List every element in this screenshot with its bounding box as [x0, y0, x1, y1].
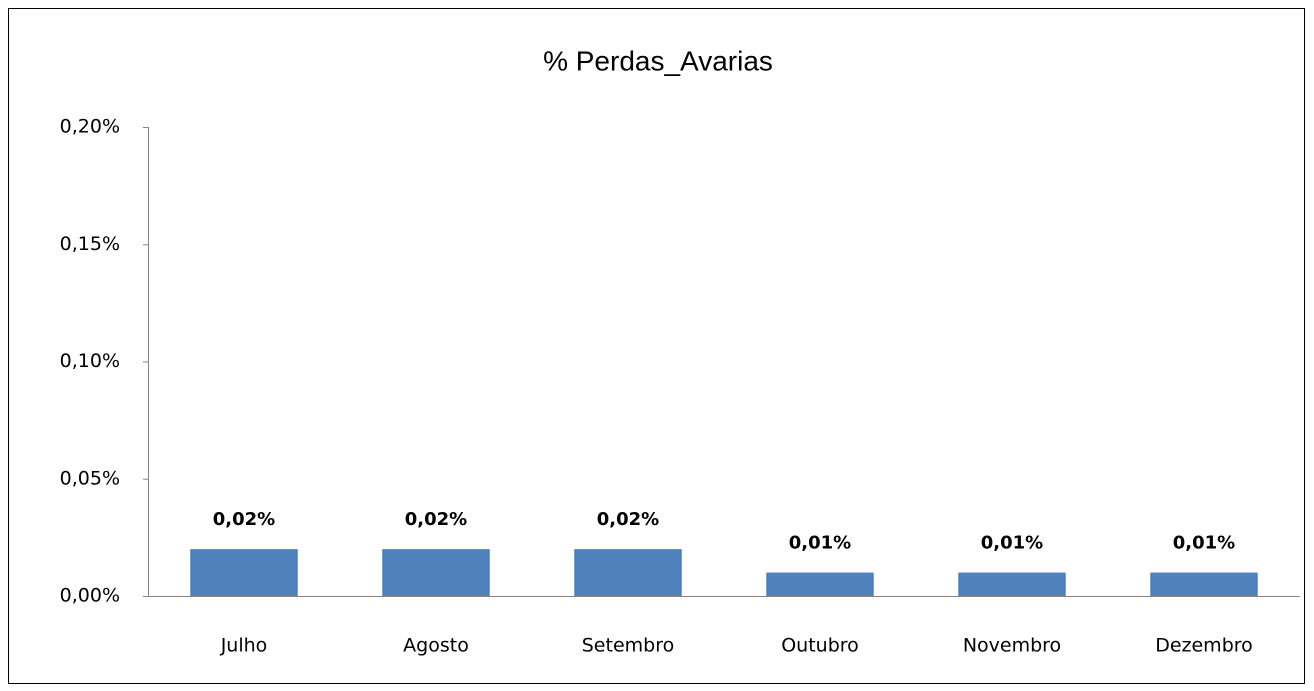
x-tick-label: Agosto: [403, 635, 469, 657]
bar: [382, 549, 490, 596]
chart-title: % Perdas_Avarias: [543, 45, 773, 76]
bar: [574, 549, 682, 596]
bar: [1150, 572, 1258, 596]
x-tick-label: Outubro: [781, 635, 859, 657]
x-tick-label: Novembro: [963, 635, 1061, 657]
y-tick-label: 0,20%: [60, 116, 120, 138]
bar: [766, 572, 874, 596]
y-tick-label: 0,15%: [60, 233, 120, 255]
x-tick-label: Julho: [220, 635, 268, 657]
bar: [190, 549, 298, 596]
x-tick-label: Setembro: [582, 635, 674, 657]
data-label: 0,02%: [405, 509, 467, 530]
data-label: 0,01%: [789, 533, 851, 554]
y-tick-label: 0,00%: [60, 585, 120, 607]
x-tick-label: Dezembro: [1155, 635, 1253, 657]
bar: [958, 572, 1066, 596]
data-label: 0,01%: [1173, 533, 1235, 554]
data-label: 0,01%: [981, 533, 1043, 554]
data-label: 0,02%: [213, 509, 275, 530]
y-tick-label: 0,05%: [60, 467, 120, 489]
data-label: 0,02%: [597, 509, 659, 530]
y-tick-label: 0,10%: [60, 350, 120, 372]
